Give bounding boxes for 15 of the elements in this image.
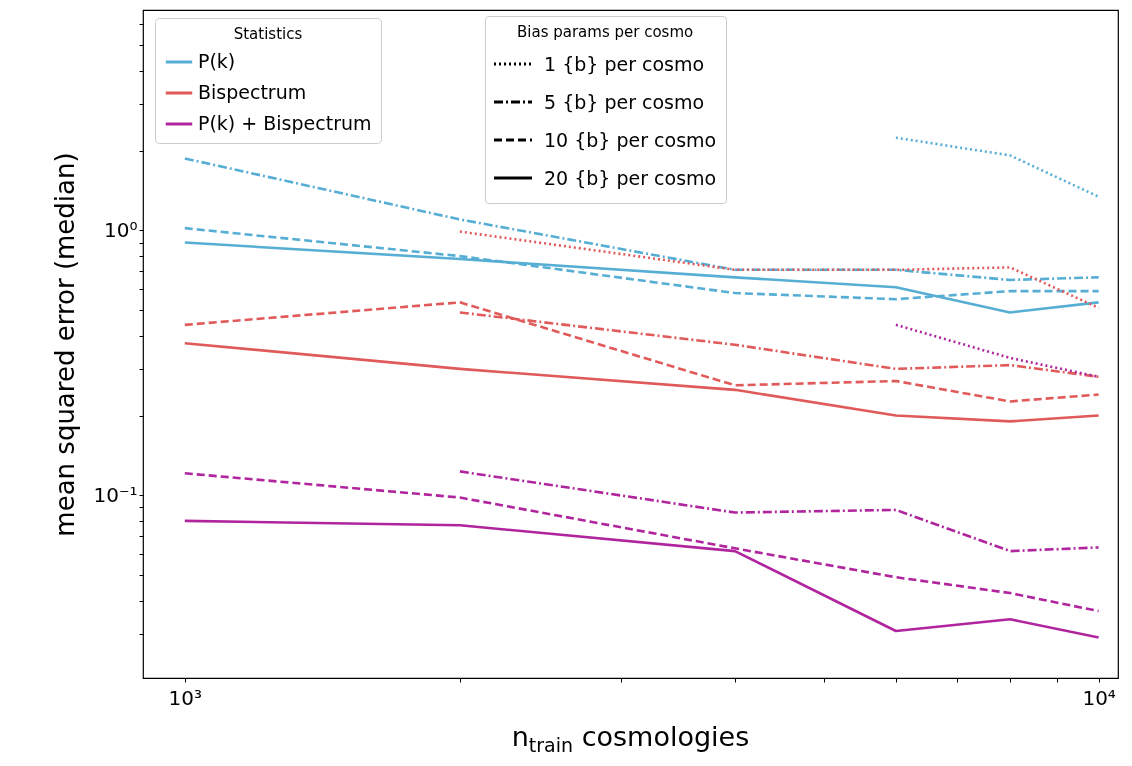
annotation: 1 {b} per cosmo — [544, 52, 705, 77]
y-tick-label: 10⁻¹ — [93, 482, 138, 507]
annotation: 5 {b} per cosmo — [544, 90, 705, 115]
x-tick-label: 10⁴ — [1082, 685, 1116, 710]
legend-title: Statistics — [233, 25, 303, 43]
annotation: 20 {b} per cosmo — [544, 166, 717, 191]
y-axis-title: mean squared error (median) — [50, 152, 81, 537]
x-axis-title: n$_{train}$ cosmologies — [510, 720, 751, 759]
annotation: Bias params per cosmo — [516, 23, 695, 41]
legend-label: P(k) + Bispectrum — [198, 112, 372, 134]
legend-label: Bispectrum — [198, 81, 307, 103]
legend-label: P(k) — [198, 50, 236, 72]
annotation: 10 {b} per cosmo — [544, 128, 717, 153]
x-tick-label: 10³ — [168, 685, 203, 710]
y-tick-label: 10⁰ — [104, 217, 138, 242]
